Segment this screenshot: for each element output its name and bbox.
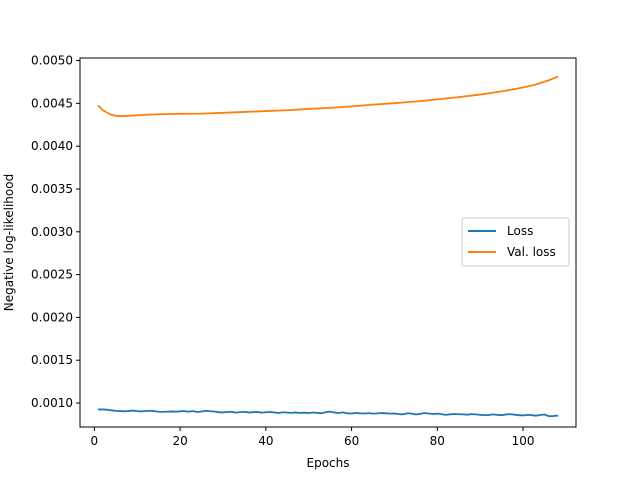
y-axis-label: Negative log-likelihood (2, 174, 16, 311)
x-axis-ticks: 0 20 40 60 80 100 (91, 427, 535, 448)
y-tick-label: 0.0020 (31, 310, 73, 324)
y-axis-ticks: 0.0010 0.0015 0.0020 0.0025 0.0030 0.0035 0.00… (31, 54, 80, 410)
x-axis-label: Epochs (307, 456, 350, 470)
legend-label-loss: Loss (507, 224, 533, 238)
y-tick-label: 0.0040 (31, 139, 73, 153)
x-tick-label: 0 (91, 434, 99, 448)
x-tick-label: 60 (344, 434, 359, 448)
y-tick-label: 0.0015 (31, 353, 73, 367)
axes-frame (79, 57, 577, 428)
legend-label-val-loss: Val. loss (507, 245, 556, 259)
plot-area (79, 57, 577, 428)
x-tick-label: 100 (512, 434, 535, 448)
y-tick-label: 0.0045 (31, 96, 73, 110)
x-tick-label: 80 (430, 434, 445, 448)
series-layer (97, 75, 559, 418)
legend: Loss Val. loss (461, 217, 570, 267)
series-line-loss (97, 408, 559, 418)
y-tick-label: 0.0025 (31, 268, 73, 282)
y-tick-label: 0.0035 (31, 182, 73, 196)
y-tick-label: 0.0050 (31, 54, 73, 68)
x-tick-label: 40 (258, 434, 273, 448)
series-line-val-loss (97, 75, 559, 117)
y-tick-label: 0.0030 (31, 225, 73, 239)
y-tick-label: 0.0010 (31, 396, 73, 410)
x-tick-label: 20 (172, 434, 187, 448)
